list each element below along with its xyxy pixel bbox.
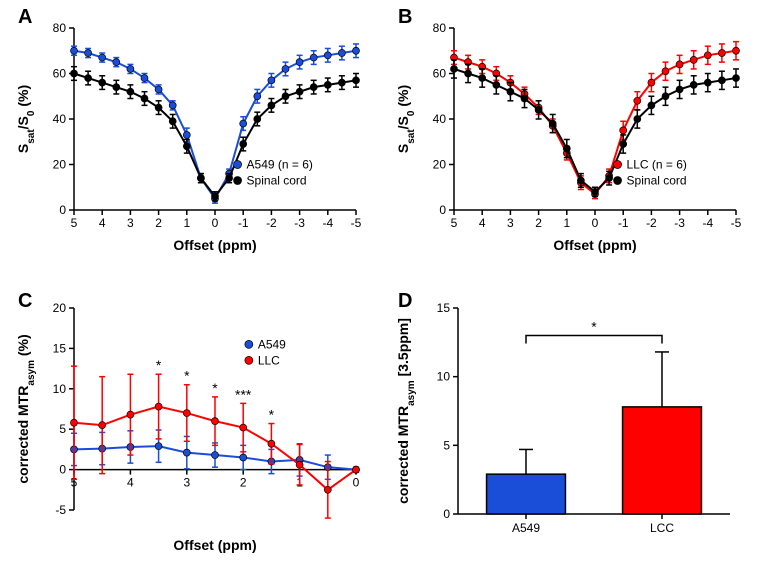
svg-text:5: 5 [59, 422, 66, 436]
svg-text:4: 4 [127, 476, 134, 490]
figure-root: A B C D 020406080543210-1-2-3-4-5Offset … [0, 0, 759, 576]
svg-text:0: 0 [353, 476, 360, 490]
svg-text:5: 5 [451, 216, 458, 230]
svg-text:4: 4 [479, 216, 486, 230]
svg-text:A549: A549 [258, 337, 286, 351]
svg-text:60: 60 [433, 67, 447, 81]
chart-D: 0 5 10 15 corrected MTRasym [3.5ppm] A549 LCC * [390, 290, 750, 560]
svg-text:Offset (ppm): Offset (ppm) [173, 537, 256, 553]
svg-text:0: 0 [443, 507, 450, 521]
chart-B: 0 20 40 60 80 5 4 3 2 1 0 -1 -2 -3 -4 -5 Offset (ppm) Ssa… [390, 10, 750, 260]
chart-C: -505101520543210Offset (ppm)corrected MT… [10, 290, 370, 560]
svg-text:-5: -5 [731, 216, 742, 230]
panel-D: 0 5 10 15 corrected MTRasym [3.5ppm] A549 LCC * [390, 290, 750, 560]
svg-text:Ssat/S0 (%): Ssat/S0 (%) [395, 85, 417, 153]
svg-text:0: 0 [439, 203, 446, 217]
svg-text:0: 0 [592, 216, 599, 230]
svg-text:A549 (n = 6): A549 (n = 6) [247, 158, 313, 172]
svg-text:15: 15 [437, 301, 451, 315]
svg-text:0: 0 [59, 203, 66, 217]
svg-text:4: 4 [99, 216, 106, 230]
svg-text:2: 2 [240, 476, 247, 490]
svg-text:Offset (ppm): Offset (ppm) [553, 237, 636, 253]
svg-text:40: 40 [53, 112, 67, 126]
svg-text:20: 20 [433, 158, 447, 172]
svg-text:2: 2 [155, 216, 162, 230]
svg-text:1: 1 [563, 216, 570, 230]
svg-text:80: 80 [433, 21, 447, 35]
svg-text:60: 60 [53, 67, 67, 81]
svg-text:LLC (n = 6): LLC (n = 6) [627, 158, 687, 172]
svg-text:40: 40 [433, 112, 447, 126]
svg-text:-3: -3 [294, 216, 305, 230]
svg-text:*: * [269, 407, 275, 423]
svg-text:corrected MTRasym (%): corrected MTRasym (%) [15, 334, 37, 483]
svg-text:LCC: LCC [650, 521, 674, 535]
svg-text:80: 80 [53, 21, 67, 35]
svg-text:20: 20 [53, 158, 67, 172]
svg-text:20: 20 [53, 301, 67, 315]
svg-text:-1: -1 [618, 216, 629, 230]
panel-A: 0 20 40 60 80 5 4 3 2 1 0 -1 -2 -3 -4 -5 Offset (ppm) Ssa… [10, 10, 370, 260]
svg-text:5: 5 [443, 438, 450, 452]
svg-text:*: * [184, 368, 190, 384]
svg-text:corrected MTRasym [3.5ppm]: corrected MTRasym [3.5ppm] [395, 318, 417, 504]
svg-text:Offset (ppm): Offset (ppm) [173, 237, 256, 253]
svg-text:*: * [591, 318, 597, 334]
svg-text:-4: -4 [322, 216, 333, 230]
svg-text:3: 3 [183, 476, 190, 490]
svg-text:LLC: LLC [258, 353, 280, 367]
panel-B: 0 20 40 60 80 5 4 3 2 1 0 -1 -2 -3 -4 -5 Offset (ppm) Ssa… [390, 10, 750, 260]
svg-text:10: 10 [437, 370, 451, 384]
svg-text:3: 3 [507, 216, 514, 230]
svg-text:2: 2 [535, 216, 542, 230]
svg-text:Spinal cord: Spinal cord [247, 174, 307, 188]
svg-text:*: * [156, 357, 162, 373]
svg-text:-1: -1 [238, 216, 249, 230]
svg-text:*: * [212, 380, 218, 396]
svg-text:10: 10 [53, 382, 67, 396]
panel-C: -505101520543210Offset (ppm)corrected MT… [10, 290, 370, 560]
svg-text:-2: -2 [266, 216, 277, 230]
svg-text:-5: -5 [351, 216, 362, 230]
svg-text:0: 0 [59, 463, 66, 477]
svg-text:-3: -3 [674, 216, 685, 230]
svg-text:1: 1 [183, 216, 190, 230]
svg-text:***: *** [235, 386, 252, 402]
svg-text:-4: -4 [702, 216, 713, 230]
svg-text:5: 5 [71, 216, 78, 230]
svg-text:3: 3 [127, 216, 134, 230]
svg-text:15: 15 [53, 341, 67, 355]
svg-text:Spinal cord: Spinal cord [627, 174, 687, 188]
svg-text:-2: -2 [646, 216, 657, 230]
svg-text:-5: -5 [55, 503, 66, 517]
chart-A: 0 20 40 60 80 5 4 3 2 1 0 -1 -2 -3 -4 -5 Offset (ppm) Ssa… [10, 10, 370, 260]
svg-text:0: 0 [212, 216, 219, 230]
svg-text:Ssat/S0 (%): Ssat/S0 (%) [15, 85, 37, 153]
svg-text:A549: A549 [512, 521, 540, 535]
